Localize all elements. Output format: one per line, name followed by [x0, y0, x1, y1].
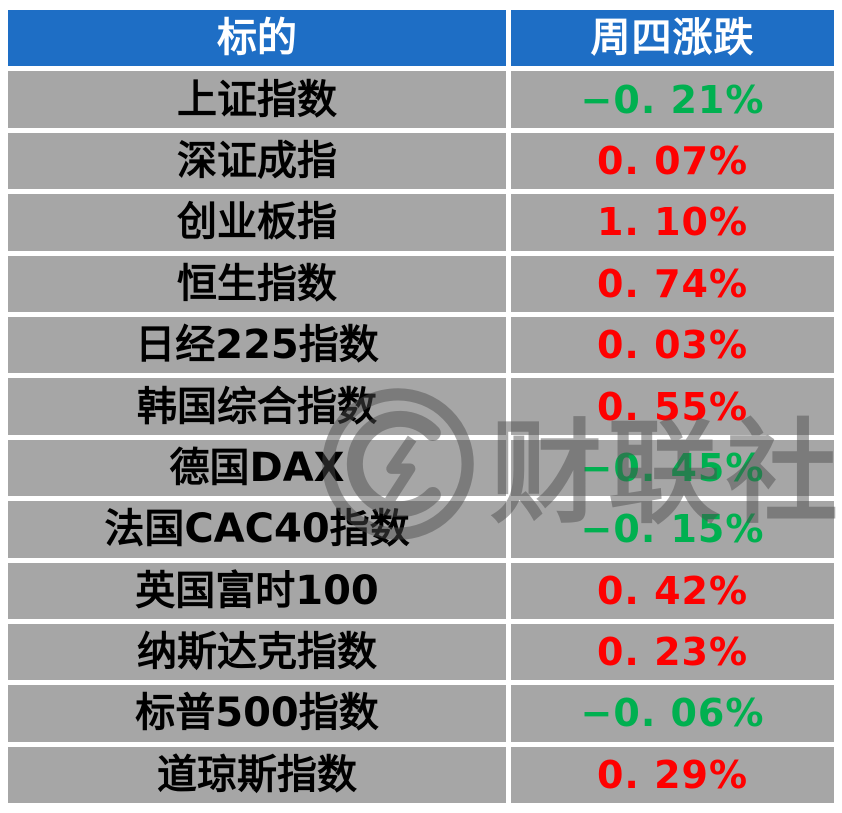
table-row: 深证成指 0. 07%: [8, 132, 834, 190]
index-name: 上证指数: [8, 71, 506, 128]
index-name: 恒生指数: [8, 255, 506, 312]
change-value: 0. 55%: [511, 378, 834, 435]
index-name: 法国CAC40指数: [8, 501, 506, 558]
table-row: 标普500指数 −0. 06%: [8, 685, 834, 742]
table-row: 恒生指数 0. 74%: [8, 255, 834, 312]
table-row: 纳斯达克指数 0. 23%: [8, 623, 834, 681]
index-name: 德国DAX: [8, 439, 506, 497]
table-header-row: 标的 周四涨跌: [8, 10, 834, 67]
index-name: 英国富时100: [8, 562, 506, 619]
table-row: 法国CAC40指数 −0. 15%: [8, 501, 834, 558]
change-value: 1. 10%: [511, 194, 834, 251]
change-value: 0. 29%: [511, 746, 834, 804]
change-value: 0. 74%: [511, 255, 834, 312]
table-row: 道琼斯指数 0. 29%: [8, 746, 834, 804]
change-value: 0. 03%: [511, 316, 834, 374]
index-name: 道琼斯指数: [8, 746, 506, 804]
table-row: 德国DAX −0. 45%: [8, 439, 834, 497]
change-value: 0. 07%: [511, 132, 834, 190]
table-row: 日经225指数 0. 03%: [8, 316, 834, 374]
index-name: 纳斯达克指数: [8, 623, 506, 681]
change-value: −0. 21%: [511, 71, 834, 128]
change-value: 0. 42%: [511, 562, 834, 619]
index-name: 日经225指数: [8, 316, 506, 374]
index-name: 创业板指: [8, 194, 506, 251]
change-value: −0. 15%: [511, 501, 834, 558]
index-name: 韩国综合指数: [8, 378, 506, 435]
table-row: 英国富时100 0. 42%: [8, 562, 834, 619]
index-name: 标普500指数: [8, 685, 506, 742]
index-name: 深证成指: [8, 132, 506, 190]
table-row: 上证指数 −0. 21%: [8, 71, 834, 128]
table-row: 韩国综合指数 0. 55%: [8, 378, 834, 435]
change-value: 0. 23%: [511, 623, 834, 681]
table-row: 创业板指 1. 10%: [8, 194, 834, 251]
column-header-change: 周四涨跌: [511, 10, 834, 67]
change-value: −0. 45%: [511, 439, 834, 497]
column-header-target: 标的: [8, 10, 506, 67]
change-value: −0. 06%: [511, 685, 834, 742]
